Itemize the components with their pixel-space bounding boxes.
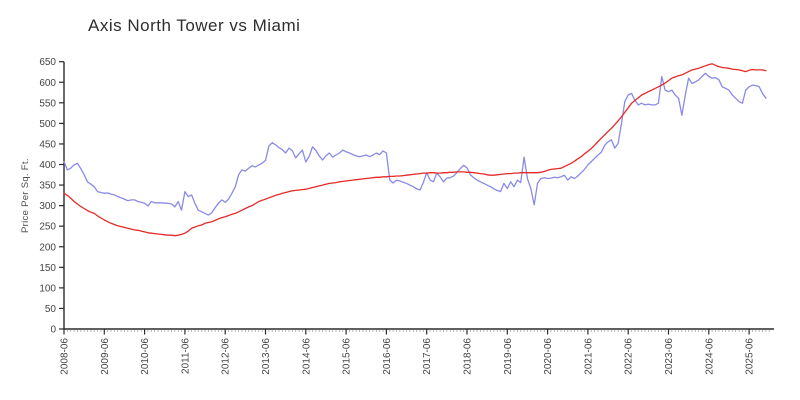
chart-title: Axis North Tower vs Miami [88,16,301,35]
y-tick-label: 350 [39,181,56,192]
y-tick-label: 600 [39,78,56,89]
x-tick-label: 2015-06 [342,338,353,375]
x-tick-label: 2019-06 [503,338,514,375]
y-tick-label: 0 [50,325,56,336]
y-tick-label: 200 [39,242,56,253]
x-tick-label: 2018-06 [463,338,474,375]
y-tick-label: 500 [39,119,56,130]
y-tick-label: 50 [45,304,57,315]
y-tick-label: 650 [39,57,56,68]
x-tick-label: 2014-06 [301,338,312,375]
x-tick-label: 2016-06 [382,338,393,375]
x-tick-label: 2021-06 [583,338,594,375]
x-tick-label: 2024-06 [704,338,715,375]
x-tick-label: 2011-06 [180,338,191,374]
y-tick-label: 550 [39,98,56,109]
y-tick-label: 400 [39,160,56,171]
series-line-miami [63,63,767,237]
x-tick-label: 2013-06 [261,338,272,375]
y-tick-label: 450 [39,139,56,150]
x-tick-label: 2010-06 [140,338,151,375]
x-tick-label: 2017-06 [422,338,433,375]
y-tick-label: 250 [39,222,56,233]
x-tick-label: 2020-06 [543,338,554,375]
y-tick-label: 300 [39,201,56,212]
x-tick-label: 2022-06 [624,338,635,375]
x-tick-label: 2023-06 [664,338,675,375]
x-tick-label: 2008-06 [60,338,71,375]
y-tick-label: 100 [39,283,56,294]
x-tick-label: 2009-06 [100,338,111,375]
x-tick-label: 2025-06 [745,338,756,375]
x-tick-label: 2012-06 [221,338,232,375]
series-line-axis-north-tower [63,72,767,216]
y-tick-label: 150 [39,263,56,274]
